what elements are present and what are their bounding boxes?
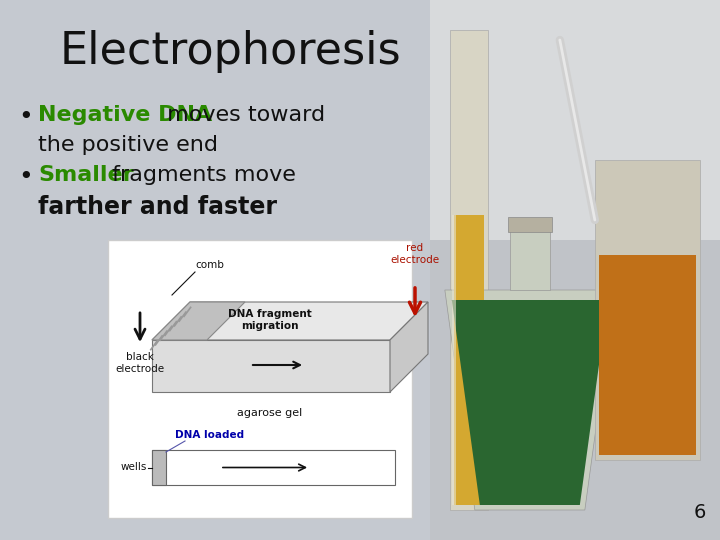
Text: comb: comb (195, 260, 224, 270)
Bar (430, 0, 720, 240)
Bar (430, 0, 720, 540)
Text: moves toward: moves toward (160, 105, 325, 125)
Text: •: • (18, 165, 32, 189)
Bar (450, 30, 488, 510)
Bar (595, 160, 700, 460)
Text: 6: 6 (694, 503, 706, 522)
Text: wells: wells (121, 462, 147, 472)
Text: Electrophoresis: Electrophoresis (59, 30, 401, 73)
Bar (152, 450, 166, 485)
Polygon shape (452, 300, 608, 505)
Bar (452, 215, 456, 505)
Text: fragments move: fragments move (105, 165, 296, 185)
Text: agarose gel: agarose gel (238, 408, 302, 418)
Text: farther and faster: farther and faster (38, 195, 277, 219)
Polygon shape (390, 302, 428, 392)
Text: •: • (18, 105, 32, 129)
Polygon shape (152, 302, 245, 340)
Text: Smaller: Smaller (38, 165, 134, 185)
Bar (108, 240, 412, 518)
Bar (152, 450, 395, 485)
Bar (508, 217, 552, 232)
Text: Negative DNA: Negative DNA (38, 105, 212, 125)
Text: DNA fragment
migration: DNA fragment migration (228, 309, 312, 331)
Bar (510, 230, 550, 290)
Polygon shape (152, 340, 390, 392)
Text: DNA loaded: DNA loaded (176, 430, 245, 440)
Text: the positive end: the positive end (38, 135, 218, 155)
Polygon shape (445, 290, 615, 510)
Bar (599, 255, 696, 455)
Text: black
electrode: black electrode (115, 352, 165, 374)
Text: red
electrode: red electrode (390, 244, 440, 265)
Bar (454, 215, 484, 505)
Polygon shape (152, 302, 428, 340)
